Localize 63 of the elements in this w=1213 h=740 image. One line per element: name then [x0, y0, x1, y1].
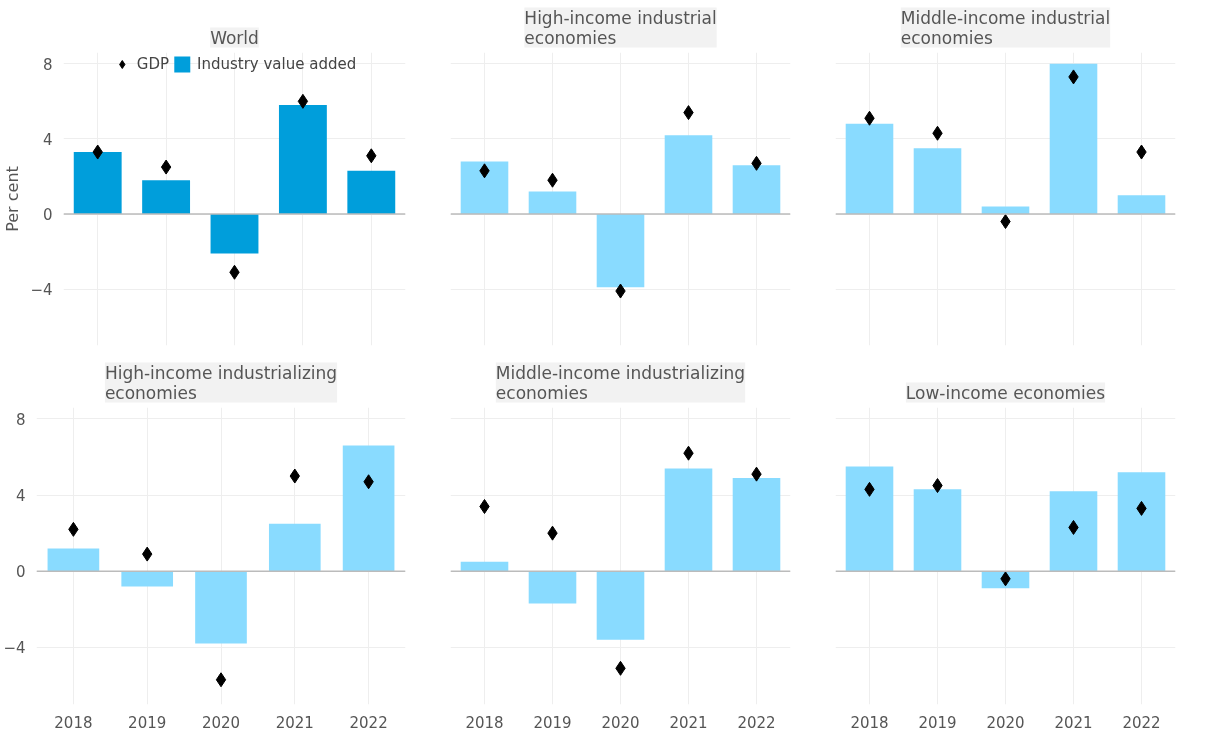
chart-title: Middle-income industrial economies — [900, 7, 1111, 48]
x-tick-label: 2020 — [201, 713, 241, 732]
x-tick-label: 2022 — [737, 713, 776, 732]
y-tick-label: −4 — [3, 639, 26, 658]
y-tick-label: 0 — [42, 206, 53, 225]
bar — [1117, 472, 1166, 572]
x-tick-label: 2018 — [54, 713, 93, 732]
bar — [664, 135, 713, 215]
x-tick-label: 2018 — [465, 713, 504, 732]
y-axis-title: Per cent — [3, 166, 23, 232]
point — [297, 93, 309, 109]
x-tick-label: 2019 — [128, 713, 167, 732]
x-tick-label: 2022 — [349, 713, 388, 732]
x-tick-label: 2021 — [669, 713, 708, 732]
y-tick-label: 0 — [15, 563, 26, 582]
bar — [732, 165, 781, 215]
chart-title: Middle-income industrializing economies — [495, 362, 746, 403]
chart-title: Low-income economies — [905, 382, 1106, 403]
bar — [1049, 63, 1098, 215]
bar — [195, 571, 247, 644]
chart-title: High-income industrializing economies — [104, 362, 338, 403]
point — [479, 499, 490, 514]
bar — [268, 523, 321, 572]
bar — [342, 445, 395, 572]
bar — [73, 152, 122, 215]
bar — [121, 571, 174, 587]
bar — [47, 548, 100, 572]
bar — [845, 123, 894, 215]
legend-label: Industry value added — [197, 55, 357, 73]
bar — [732, 477, 781, 572]
bar — [1049, 491, 1098, 572]
bar — [528, 191, 577, 215]
x-tick-label: 2019 — [918, 713, 957, 732]
bar — [1117, 195, 1166, 215]
bar — [142, 180, 191, 215]
chart-title: High-income industrial economies — [524, 7, 717, 48]
bar — [664, 468, 713, 572]
bar — [347, 170, 396, 215]
x-tick-label: 2021 — [275, 713, 314, 732]
bar — [596, 214, 645, 288]
x-tick-label: 2018 — [850, 713, 889, 732]
y-tick-label: 8 — [42, 55, 53, 74]
bar — [460, 161, 509, 215]
bar — [528, 571, 577, 604]
y-tick-label: 8 — [15, 410, 26, 429]
x-tick-label: 2022 — [1122, 713, 1161, 732]
y-tick-label: 4 — [15, 487, 26, 506]
chart-title: World — [210, 27, 259, 48]
y-tick-label: 4 — [42, 130, 53, 149]
bar — [210, 214, 259, 254]
bar — [596, 571, 645, 640]
bar — [913, 148, 962, 215]
legend-label: GDP — [136, 55, 170, 73]
y-tick-label: −4 — [30, 281, 53, 300]
bar — [845, 466, 894, 572]
bar — [913, 489, 962, 572]
point — [160, 159, 172, 175]
point — [215, 672, 227, 688]
x-tick-label: 2021 — [1054, 713, 1093, 732]
bar — [278, 105, 327, 215]
x-tick-label: 2020 — [601, 713, 640, 732]
x-tick-label: 2020 — [986, 713, 1025, 732]
x-tick-label: 2019 — [533, 713, 572, 732]
